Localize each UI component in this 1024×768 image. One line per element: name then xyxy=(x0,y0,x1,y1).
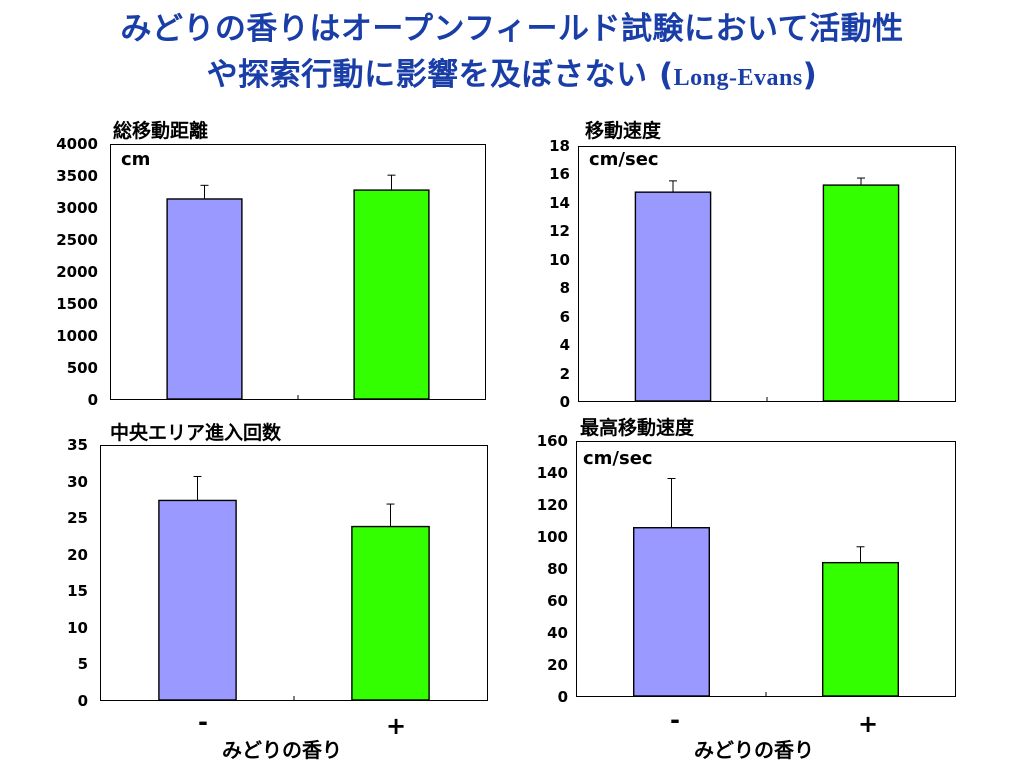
bar-minus xyxy=(634,191,712,402)
bar-plus xyxy=(822,184,900,402)
y-tick-label: 5 xyxy=(77,655,88,674)
y-tick-label: 1000 xyxy=(56,327,98,345)
chart-title-total-distance: 総移動距離 xyxy=(113,120,209,142)
slide-title-strain: Long-Evans xyxy=(673,65,803,91)
group-label-minus-left: - xyxy=(198,708,208,736)
x-axis-label-left: みどりの香り xyxy=(222,738,342,762)
bar-minus xyxy=(158,499,237,701)
chart-plot-speed xyxy=(634,177,900,402)
bar-plus xyxy=(353,189,430,400)
y-tick-label: 18 xyxy=(549,137,570,155)
slide-title-line2-text: や探索行動に影響を及ぼさない ( xyxy=(206,57,674,93)
y-tick-label: 40 xyxy=(547,624,568,642)
y-tick-label: 0 xyxy=(87,391,98,409)
y-tick-label: 1500 xyxy=(56,295,98,313)
group-label-plus-left: + xyxy=(386,712,407,740)
y-tick-label: 500 xyxy=(66,359,98,377)
y-tick-label: 35 xyxy=(67,436,88,454)
y-tick-label: 2 xyxy=(559,364,570,383)
y-tick-label: 20 xyxy=(547,656,568,674)
y-axis-speed: 0 2 4 6 8 10 12 14 16 18 xyxy=(512,138,570,410)
chart-unit-max-speed: cm/sec xyxy=(583,448,653,469)
bar-minus xyxy=(166,198,243,400)
y-tick-label: 4000 xyxy=(56,135,98,153)
error-bar-minus xyxy=(193,475,202,501)
error-bar-minus xyxy=(669,180,677,193)
y-tick-label: 30 xyxy=(67,472,88,491)
chart-title-max-speed: 最高移動速度 xyxy=(580,417,695,439)
y-tick-label: 14 xyxy=(549,193,570,212)
y-tick-label: 60 xyxy=(547,592,568,610)
y-tick-label: 120 xyxy=(536,496,568,514)
error-bar-minus xyxy=(200,184,209,199)
y-tick-label: 3500 xyxy=(56,167,98,185)
chart-title-center-entries: 中央エリア進入回数 xyxy=(110,422,282,444)
group-label-minus-right: - xyxy=(670,706,680,734)
y-tick-label: 10 xyxy=(549,250,570,269)
y-tick-label: 0 xyxy=(77,692,88,710)
y-tick-label: 6 xyxy=(559,307,570,326)
chart-unit-speed: cm/sec xyxy=(589,149,659,170)
y-axis-total-distance: 0 500 1000 1500 2000 2500 3000 3500 4000 xyxy=(40,136,98,408)
chart-panel-total-distance: cm xyxy=(110,144,486,400)
y-tick-label: 12 xyxy=(549,222,570,241)
bar-plus xyxy=(821,561,899,697)
slide-title-line2: や探索行動に影響を及ぼさない (Long-Evans) xyxy=(0,52,1024,101)
error-bar-plus xyxy=(387,174,396,191)
error-bar-minus xyxy=(667,478,676,528)
chart-unit-total-distance: cm xyxy=(121,149,151,170)
y-tick-label: 80 xyxy=(547,560,568,578)
chart-plot-total-distance xyxy=(166,174,430,400)
y-tick-label: 0 xyxy=(559,393,570,411)
y-tick-label: 0 xyxy=(557,688,568,706)
chart-panel-center-entries xyxy=(100,445,488,701)
y-tick-label: 100 xyxy=(536,528,568,546)
y-tick-label: 160 xyxy=(536,432,568,450)
x-axis-label-right: みどりの香り xyxy=(694,738,814,762)
slide-title-close: ) xyxy=(802,57,818,93)
y-tick-label: 2000 xyxy=(56,263,98,281)
y-axis-max-speed: 0 20 40 60 80 100 120 140 160 xyxy=(510,433,568,705)
y-tick-label: 10 xyxy=(67,618,88,637)
chart-panel-max-speed: cm/sec xyxy=(576,441,956,697)
y-tick-label: 16 xyxy=(549,165,570,184)
chart-panel-speed: cm/sec xyxy=(578,146,956,402)
group-label-plus-right: + xyxy=(858,710,879,738)
y-tick-label: 20 xyxy=(67,545,88,564)
y-tick-label: 15 xyxy=(67,582,88,601)
y-tick-label: 3000 xyxy=(56,199,98,217)
bar-minus xyxy=(633,527,710,697)
slide-title: みどりの香りはオープンフィールド試験において活動性 や探索行動に影響を及ぼさない… xyxy=(0,6,1024,101)
slide-title-line1: みどりの香りはオープンフィールド試験において活動性 xyxy=(120,11,904,47)
error-bar-plus xyxy=(386,503,395,527)
error-bar-plus xyxy=(857,177,865,186)
y-tick-label: 4 xyxy=(559,336,570,355)
chart-title-speed: 移動速度 xyxy=(585,120,662,142)
y-tick-label: 140 xyxy=(536,464,568,482)
y-axis-center-entries: 0 5 10 15 20 25 30 35 xyxy=(30,437,88,709)
y-tick-label: 25 xyxy=(67,509,88,528)
error-bar-plus xyxy=(856,546,865,563)
chart-plot-center-entries xyxy=(158,475,430,701)
y-tick-label: 2500 xyxy=(56,231,98,249)
bar-plus xyxy=(351,525,430,701)
y-tick-label: 8 xyxy=(559,279,570,298)
chart-plot-max-speed xyxy=(633,478,899,697)
